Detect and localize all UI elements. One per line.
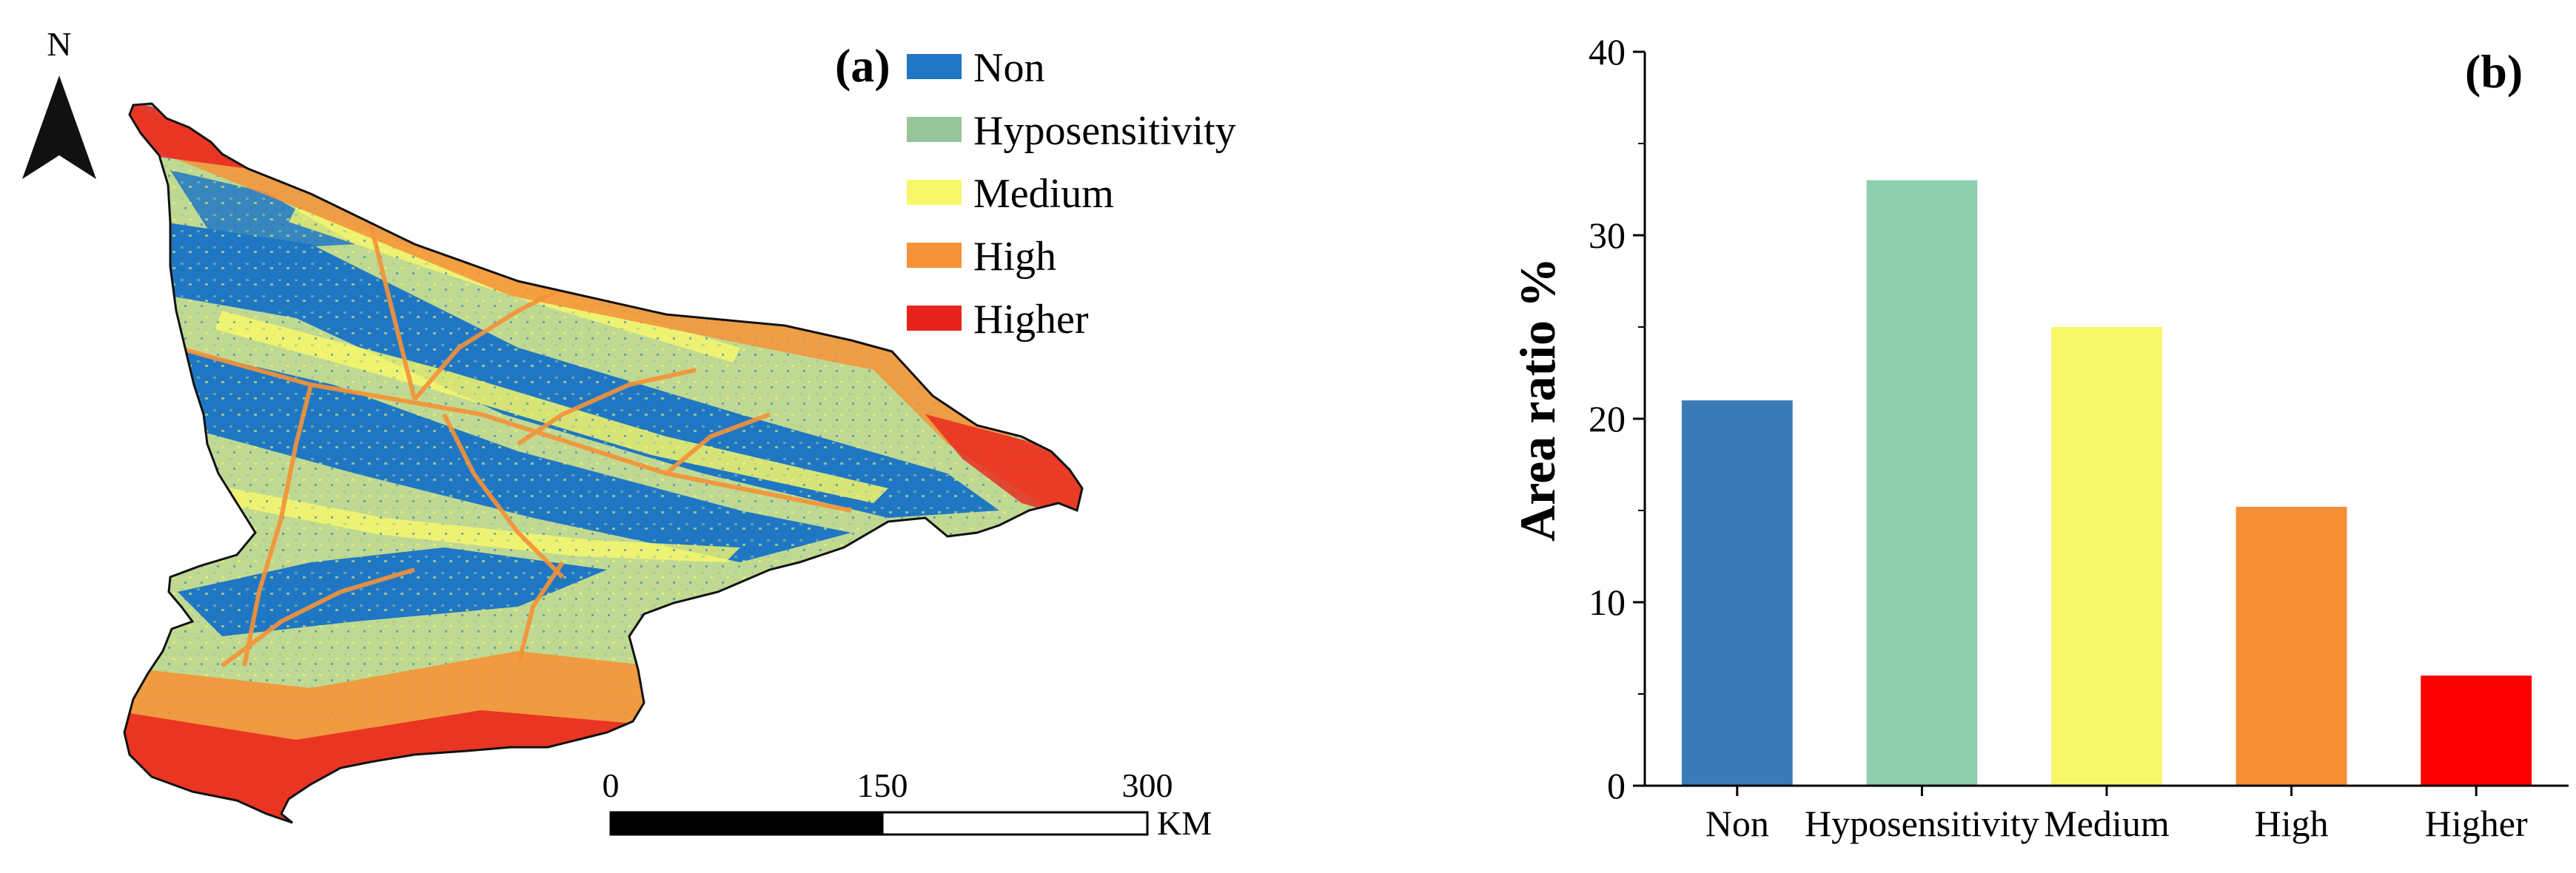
y-tick-label: 10 (1589, 582, 1626, 623)
legend-item: High (907, 234, 1056, 280)
y-tick-label: 20 (1589, 398, 1626, 439)
legend-swatch (907, 117, 962, 142)
y-tick-label: 40 (1589, 31, 1626, 73)
sensitivity-map: N (a) Non Hyposensitivity Medium High (22, 25, 1236, 842)
bars-layer (1681, 180, 2532, 786)
legend-swatch (907, 54, 962, 79)
x-tick-label: Higher (2425, 803, 2528, 844)
legend-item: Hyposensitivity (907, 108, 1236, 154)
legend-swatch (907, 180, 962, 205)
legend-label: High (973, 234, 1056, 280)
bar-medium (2051, 327, 2162, 786)
scale-tick-label: 150 (857, 766, 908, 804)
y-axis-title: Area ratio % (1509, 257, 1566, 542)
map-raster (124, 104, 1082, 823)
bar-non (1681, 400, 1793, 786)
legend-swatch (907, 243, 962, 268)
chart-panel-label: (b) (2465, 45, 2523, 98)
scale-bar-white (881, 811, 1149, 836)
bar-higher (2421, 675, 2532, 786)
scale-tick-label: 300 (1122, 766, 1173, 804)
scale-bar: 0 150 300 KM (603, 766, 1212, 842)
bar-hyposensitivity (1866, 180, 1978, 786)
map-panel: N (a) Non Hyposensitivity Medium High (22, 25, 1236, 842)
north-arrow: N (22, 25, 96, 179)
legend-label: Non (973, 45, 1044, 91)
axes-layer: Non Hyposensitivity Medium High Higher 0 10 20 3… (1589, 31, 2569, 844)
scale-unit: KM (1157, 804, 1212, 842)
north-label: N (47, 25, 71, 63)
scale-tick-label: 0 (603, 766, 620, 804)
legend-label: Higher (973, 297, 1089, 343)
north-arrow-icon (22, 75, 59, 179)
legend-item: Higher (907, 297, 1089, 343)
legend-swatch (907, 306, 962, 331)
scale-bar-black (609, 811, 884, 836)
x-tick-label: Hyposensitivity (1805, 803, 2039, 844)
legend-item: Non (907, 45, 1044, 91)
x-tick-label: Non (1705, 803, 1769, 844)
legend-label: Medium (973, 171, 1114, 217)
x-tick-label: High (2255, 803, 2329, 844)
legend-item: Medium (907, 171, 1114, 217)
map-legend: Non Hyposensitivity Medium High Higher (907, 45, 1236, 343)
legend-label: Hyposensitivity (973, 108, 1236, 154)
chart-panel: (b) Area ratio % Non Hyposensitivity Mediu… (1332, 0, 2576, 869)
bar-chart: (b) Area ratio % Non Hyposensitivity Mediu… (1509, 31, 2569, 844)
map-panel-label: (a) (835, 39, 890, 92)
bar-high (2235, 507, 2347, 786)
x-tick-label: Medium (2044, 803, 2170, 844)
y-tick-label: 0 (1607, 765, 1626, 806)
y-tick-label: 30 (1589, 215, 1626, 256)
